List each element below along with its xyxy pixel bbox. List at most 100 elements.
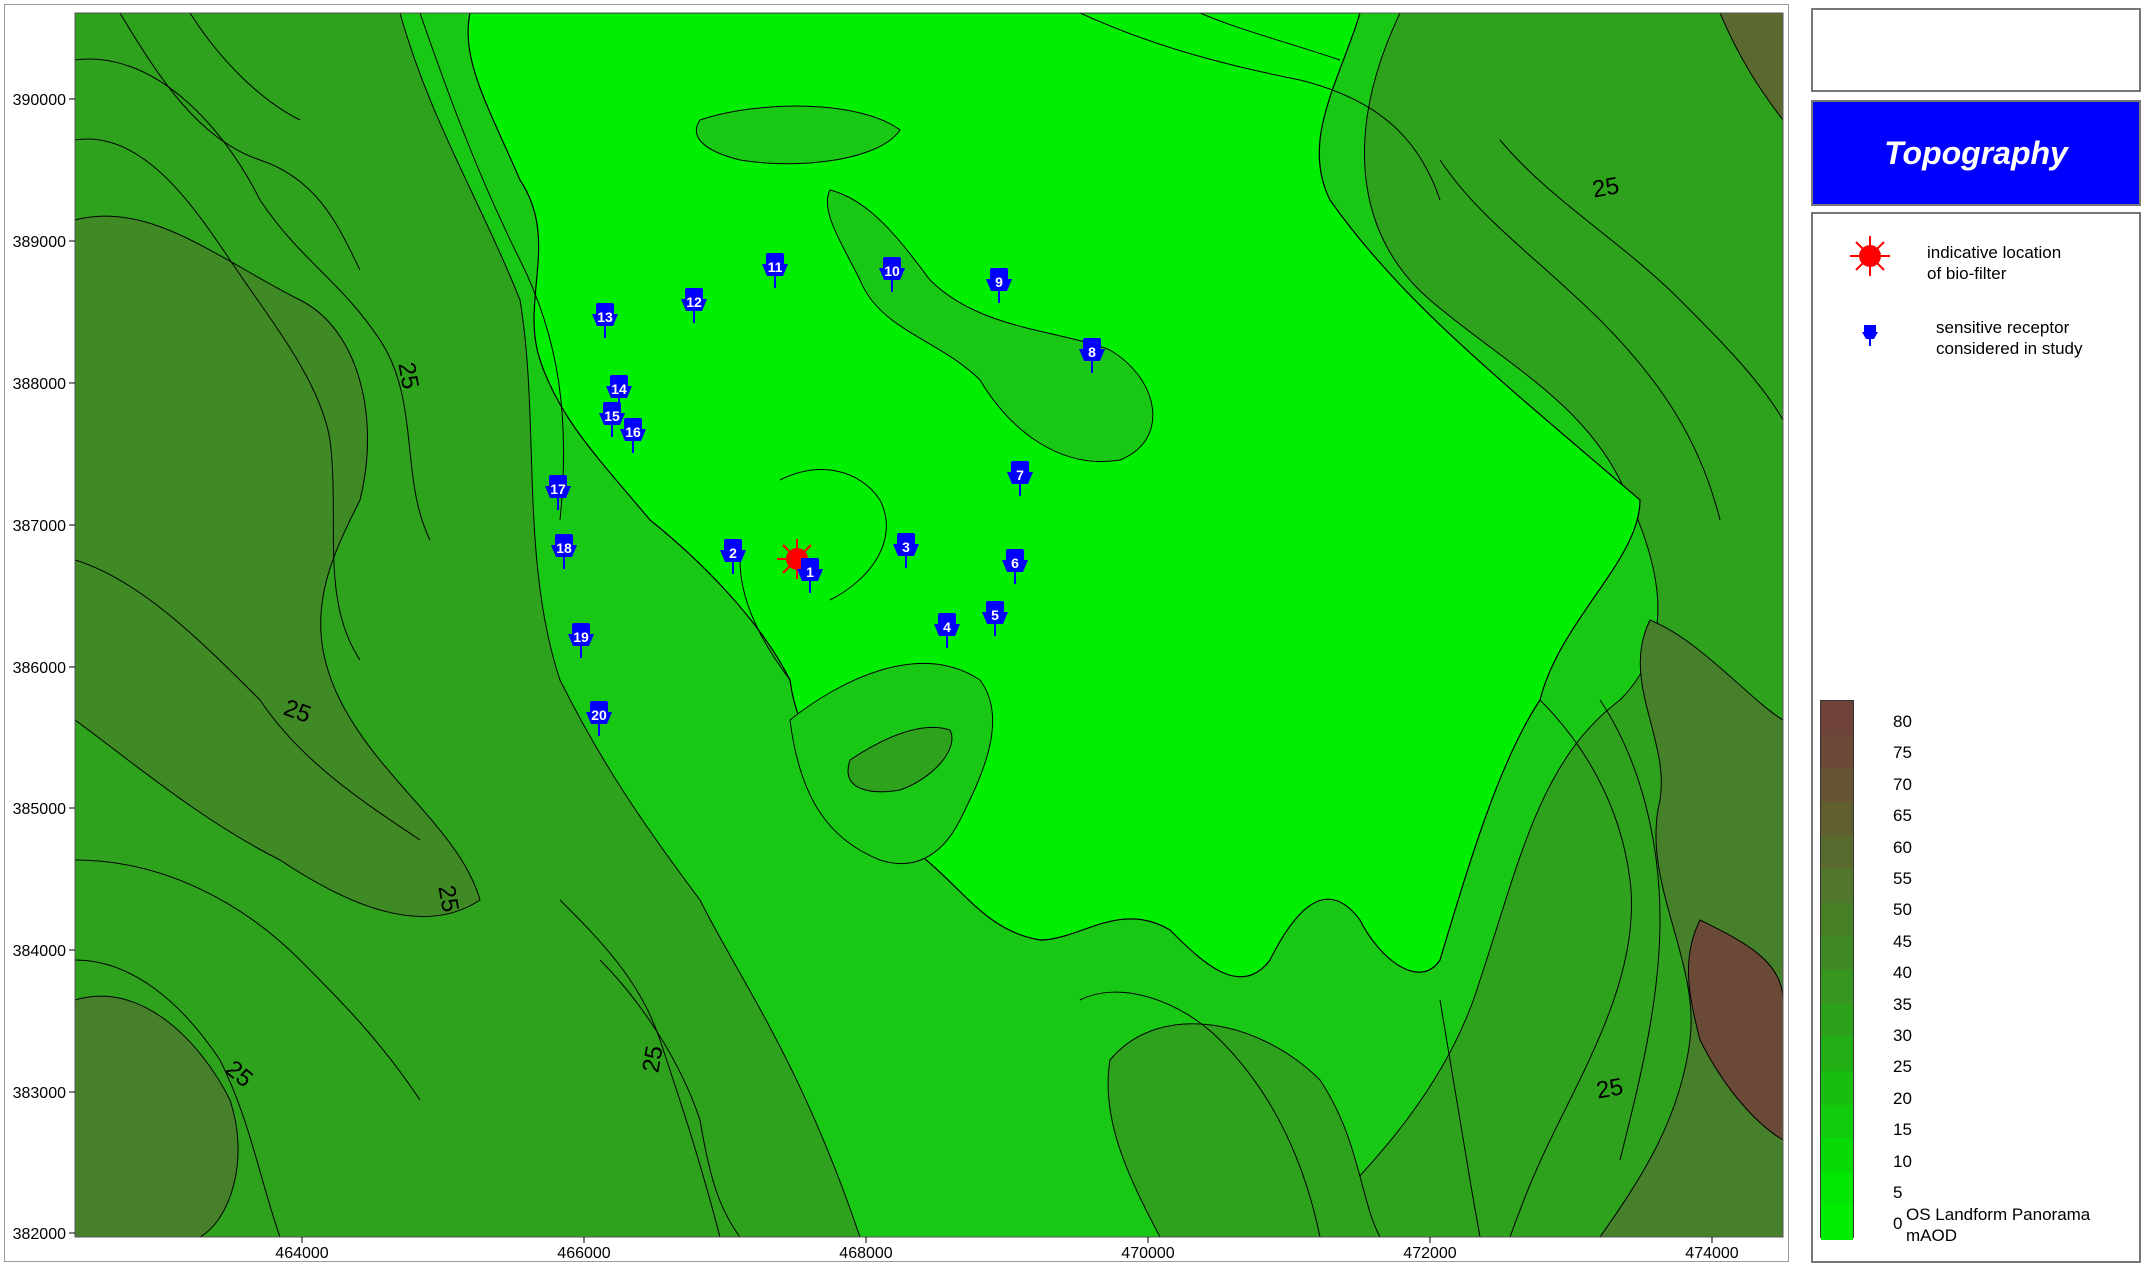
legend-panel — [1811, 212, 2141, 1263]
colorbar-level-label: 15 — [1893, 1120, 1912, 1140]
colorbar-level-label: 40 — [1893, 963, 1912, 983]
y-tick-label: 384000 — [13, 943, 66, 960]
x-tick-label: 466000 — [557, 1245, 610, 1262]
terrain-ring-top — [695, 105, 901, 165]
colorbar-level-label: 70 — [1893, 774, 1912, 794]
receptor-number: 6 — [1011, 555, 1019, 571]
colorbar-level-label: 5 — [1893, 1183, 1903, 1202]
y-tick-label: 382000 — [13, 1226, 66, 1243]
contour-label: 25 — [393, 360, 424, 391]
colorbar-segment — [1821, 902, 1853, 937]
colorbar-segment — [1821, 936, 1853, 971]
receptor-number: 10 — [884, 263, 900, 279]
colorbar-segment — [1821, 801, 1853, 836]
contour-lines — [75, 13, 1783, 1237]
receptor-number: 13 — [597, 309, 613, 325]
receptor-number: 4 — [943, 619, 951, 635]
terrain-island-north — [826, 189, 1154, 462]
colorbar-segment — [1821, 869, 1853, 904]
x-tick-label: 474000 — [1685, 1245, 1738, 1262]
receptor-pin-12[interactable]: 12 — [681, 288, 707, 323]
receptor-pin-2[interactable]: 2 — [720, 539, 746, 574]
x-tick-label: 472000 — [1403, 1245, 1456, 1262]
x-tick-label: 468000 — [839, 1245, 892, 1262]
terrain-peak — [1687, 919, 1783, 1141]
colorbar-level-label: 60 — [1893, 837, 1912, 857]
terrain-island-inner — [847, 726, 953, 793]
topography-map: 25 25 25 25 25 25 25 464000 466000 468000 4… — [13, 12, 1784, 1262]
y-tick-label: 385000 — [13, 801, 66, 818]
colorbar-segment — [1821, 1171, 1853, 1206]
receptor-number: 16 — [625, 424, 641, 440]
x-tick-label: 464000 — [275, 1245, 328, 1262]
terrain-central-low — [467, 13, 1641, 978]
receptor-pin-17[interactable]: 17 — [545, 475, 571, 510]
receptor-pin-4[interactable]: 4 — [934, 613, 960, 648]
receptor-pin-18[interactable]: 18 — [551, 534, 577, 569]
colorbar-level-label: 65 — [1893, 806, 1912, 826]
receptor-pin-20[interactable]: 20 — [586, 701, 612, 736]
colorbar-segment — [1821, 1037, 1853, 1072]
colorbar-level-label: 80 — [1893, 712, 1912, 731]
receptor-number: 3 — [902, 539, 910, 555]
receptor-pin-16[interactable]: 16 — [620, 418, 646, 453]
receptor-number: 20 — [591, 707, 607, 723]
colorbar-level-label: 10 — [1893, 1151, 1912, 1171]
colorbar-segment — [1821, 1104, 1853, 1139]
terrain-left-higher — [75, 215, 481, 918]
y-axis: 390000 389000 388000 387000 386000 385000 3840… — [13, 92, 75, 1243]
contour-label: 25 — [1594, 1073, 1625, 1104]
receptor-pin-15[interactable]: 15 — [599, 402, 625, 437]
blank-header-panel — [1811, 8, 2141, 92]
receptor-pin-5[interactable]: 5 — [982, 601, 1008, 636]
y-tick-label: 386000 — [13, 660, 66, 677]
receptor-pin-11[interactable]: 11 — [762, 253, 788, 288]
receptor-pin-8[interactable]: 8 — [1079, 338, 1105, 373]
receptor-pin-14[interactable]: 14 — [606, 375, 632, 410]
colorbar-level-label: 20 — [1893, 1088, 1912, 1108]
receptor-pin-1[interactable]: 1 — [797, 558, 823, 593]
receptor-number: 15 — [604, 408, 620, 424]
terrain-left-low-pocket — [75, 995, 239, 1237]
receptor-pin-6[interactable]: 6 — [1002, 549, 1028, 584]
colorbar-segment — [1821, 701, 1853, 736]
colorbar-level-label: 35 — [1893, 994, 1912, 1014]
biofilter-legend-label: indicative location of bio-filter — [1927, 243, 2062, 283]
map-frame — [4, 4, 1789, 1262]
receptor-pin-13[interactable]: 13 — [592, 303, 618, 338]
colorbar-level-label: 50 — [1893, 900, 1912, 920]
receptor-pin-10[interactable]: 10 — [879, 257, 905, 292]
contour-label: 25 — [637, 1044, 668, 1075]
receptor-number: 1 — [806, 564, 814, 580]
receptor-legend-label: sensitive receptor considered in study — [1936, 318, 2083, 358]
receptor-number: 9 — [995, 274, 1003, 290]
receptor-number: 12 — [686, 294, 702, 310]
receptor-pin-9[interactable]: 9 — [986, 268, 1012, 303]
receptor-number: 14 — [611, 381, 627, 397]
contour-label: 25 — [1590, 172, 1621, 203]
colorbar-segment — [1821, 835, 1853, 870]
colorbar-level-label: 45 — [1893, 931, 1912, 951]
receptor-pin-7[interactable]: 7 — [1007, 461, 1033, 496]
receptor-pin-19[interactable]: 19 — [568, 623, 594, 658]
colorbar-segment — [1821, 1205, 1853, 1240]
colorbar-segment — [1821, 1003, 1853, 1038]
title-panel: Topography — [1811, 100, 2141, 206]
receptor-number: 18 — [556, 540, 572, 556]
colorbar-segment — [1821, 768, 1853, 803]
terrain-bottom-center — [1107, 1023, 1381, 1237]
x-axis: 464000 466000 468000 470000 472000 474000 — [275, 1237, 1739, 1262]
map-title: Topography — [1884, 134, 2068, 171]
colorbar-segment — [1821, 970, 1853, 1005]
y-tick-label: 389000 — [13, 234, 66, 251]
colorbar-level-label: 75 — [1893, 743, 1912, 763]
receptor-pin-3[interactable]: 3 — [893, 533, 919, 568]
plot-border — [74, 12, 1784, 1238]
colorbar-level-label: 25 — [1893, 1057, 1912, 1077]
elevation-colorbar — [1820, 700, 1854, 1240]
x-tick-label: 470000 — [1121, 1245, 1174, 1262]
receptor-number: 17 — [550, 481, 566, 497]
contour-label: 25 — [433, 883, 464, 914]
colorbar-level-label: 55 — [1893, 869, 1912, 888]
